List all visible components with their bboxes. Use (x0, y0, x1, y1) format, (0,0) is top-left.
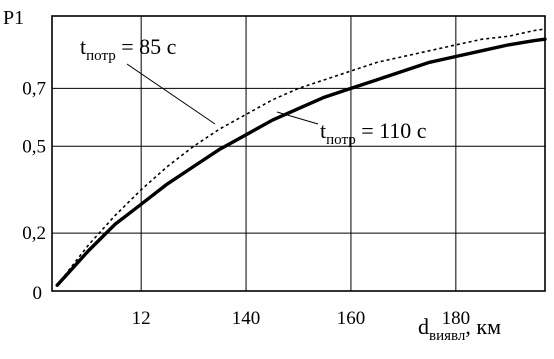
x-tick-label: 0 (33, 283, 43, 304)
frame-layer (51, 15, 546, 292)
plot-frame (51, 15, 546, 292)
series-label-1: tпотр = 85 c (80, 34, 177, 64)
series-label-value: = 85 c (116, 34, 177, 59)
series-leader-line-2 (276, 111, 319, 125)
tick-label-layer: 0,2 0,5 0,7 0 12 140 160 180 (22, 78, 470, 329)
y-axis-label: P1 (3, 7, 24, 29)
x-axis-label-subscript: виявл (429, 328, 466, 344)
x-tick-label: 160 (337, 308, 366, 329)
x-tick-label: 140 (232, 308, 261, 329)
y-tick-label: 0,2 (22, 223, 46, 244)
series-layer (55, 28, 547, 287)
series-label-main: t (320, 118, 326, 143)
series-label-subscript: потр (86, 48, 116, 64)
x-axis-label-unit: , км (465, 314, 501, 339)
series-label-subscript: потр (326, 132, 356, 148)
series-line-2 (55, 37, 547, 287)
x-axis-label-main: d (418, 314, 429, 339)
x-axis-label: dвиявл, км (418, 314, 501, 344)
grid-layer (52, 16, 545, 291)
series-line-1 (56, 28, 546, 286)
y-tick-label: 0,7 (22, 78, 46, 99)
series-label-main: t (80, 34, 86, 59)
series-label-value: = 110 c (356, 118, 427, 143)
y-tick-label: 0,5 (22, 136, 46, 157)
series-label-2: tпотр = 110 c (320, 118, 427, 148)
x-tick-label: 180 (442, 308, 471, 329)
series-leader-line-1 (126, 63, 216, 125)
x-tick-label: 12 (132, 308, 151, 329)
